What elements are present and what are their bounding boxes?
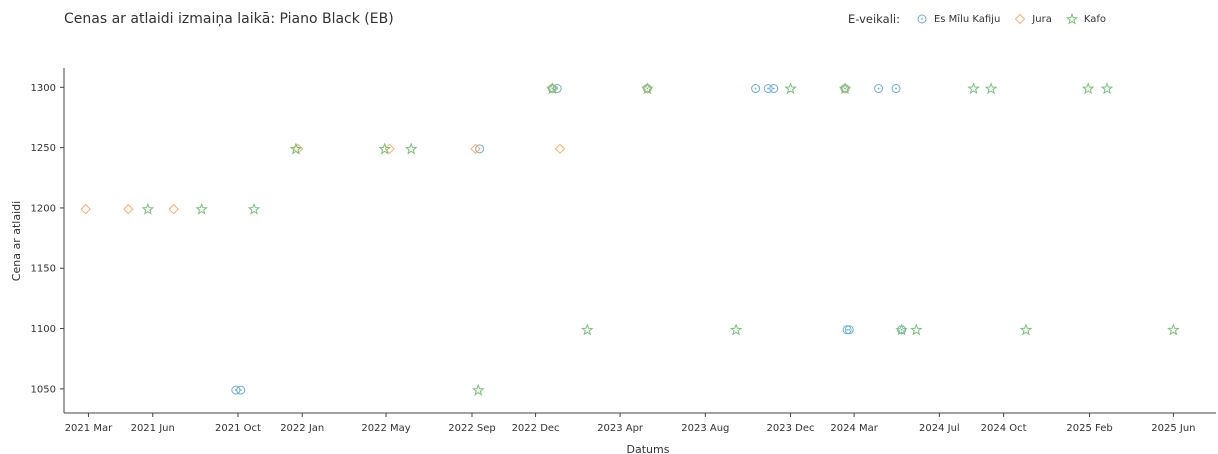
x-tick-label: 2022 Jan [280, 423, 324, 434]
data-point[interactable] [784, 82, 797, 95]
data-point[interactable] [580, 323, 594, 336]
data-point[interactable] [641, 82, 654, 95]
data-point[interactable] [874, 84, 884, 94]
series-star [141, 82, 1180, 396]
data-point[interactable] [378, 142, 391, 155]
data-point[interactable] [751, 84, 761, 94]
data-point[interactable] [844, 325, 854, 335]
x-tick-label: 2021 Oct [215, 423, 261, 434]
y-tick-label: 1300 [31, 83, 56, 94]
data-point[interactable] [546, 82, 559, 95]
x-tick-label: 2024 Mar [830, 423, 878, 434]
x-tick-label: 2024 Oct [981, 423, 1027, 434]
circle-marker-icon [917, 14, 927, 24]
x-tick-label: 2023 Dec [767, 423, 815, 434]
legend-label: Es Mīlu Kafiju [933, 13, 1001, 25]
data-point[interactable] [967, 82, 980, 95]
legend-item-jura[interactable]: Jura [1014, 13, 1052, 25]
data-point[interactable] [247, 202, 261, 215]
data-point[interactable] [891, 84, 901, 94]
series-circle [231, 84, 907, 395]
data-point[interactable] [231, 385, 241, 395]
legend-label: Kafo [1083, 13, 1106, 25]
x-axis-title: Datums [627, 443, 670, 454]
data-point[interactable] [471, 383, 485, 396]
data-point[interactable] [141, 202, 155, 215]
data-point[interactable] [123, 203, 134, 215]
legend-item-es-milu-kafiju[interactable]: Es Mīlu Kafiju [916, 13, 1000, 25]
data-point[interactable] [289, 142, 303, 155]
y-tick-label: 1200 [31, 203, 56, 214]
data-point[interactable] [1167, 323, 1180, 336]
data-point[interactable] [1100, 82, 1114, 95]
legend: E-veikali: Es Mīlu Kafiju Jura Kafo [848, 12, 1120, 26]
x-tick-label: 2023 Apr [597, 423, 644, 434]
y-tick-label: 1050 [31, 384, 56, 395]
data-point[interactable] [554, 143, 566, 155]
y-tick-label: 1250 [31, 143, 56, 154]
chart-marks [80, 82, 1180, 396]
data-point[interactable] [729, 323, 743, 336]
data-point[interactable] [838, 82, 852, 95]
diamond-marker-icon [1015, 13, 1026, 25]
data-point[interactable] [195, 202, 208, 215]
x-tick-label: 2025 Jun [1151, 423, 1195, 434]
data-point[interactable] [984, 82, 998, 95]
data-point[interactable] [842, 325, 852, 335]
x-tick-label: 2021 Mar [65, 423, 113, 434]
y-tick-label: 1100 [31, 324, 56, 335]
series-diamond [80, 83, 851, 215]
data-point[interactable] [769, 84, 779, 94]
data-point[interactable] [895, 323, 908, 336]
data-point[interactable] [1081, 82, 1095, 95]
x-tick-label: 2022 Dec [512, 423, 560, 434]
legend-item-kafo[interactable]: Kafo [1065, 13, 1106, 25]
y-tick-label: 1150 [31, 264, 56, 275]
data-point[interactable] [168, 203, 179, 215]
x-tick-label: 2021 Jun [131, 423, 175, 434]
data-point[interactable] [80, 203, 91, 215]
legend-label: Jura [1032, 13, 1052, 25]
chart-title: Cenas ar atlaidi izmaiņa laikā: Piano Bl… [64, 11, 394, 27]
x-tick-label: 2025 Feb [1066, 423, 1112, 434]
data-point[interactable] [1019, 323, 1033, 336]
x-tick-label: 2023 Aug [681, 423, 729, 434]
data-point[interactable] [236, 385, 246, 395]
data-point[interactable] [763, 84, 773, 94]
star-marker-icon [1065, 13, 1078, 25]
axes: 1050 1100 1150 1200 1250 1300 2021 Mar 2021 Jun… [31, 68, 1216, 434]
data-point[interactable] [404, 142, 418, 155]
legend-title: E-veikali: [848, 12, 900, 26]
x-tick-label: 2022 Sep [448, 423, 495, 434]
data-point[interactable] [470, 143, 481, 155]
data-point[interactable] [910, 323, 923, 336]
x-tick-label: 2024 Jul [919, 423, 960, 434]
y-axis-title: Cena ar atlaidi [10, 201, 23, 281]
x-tick-label: 2022 May [361, 423, 410, 434]
